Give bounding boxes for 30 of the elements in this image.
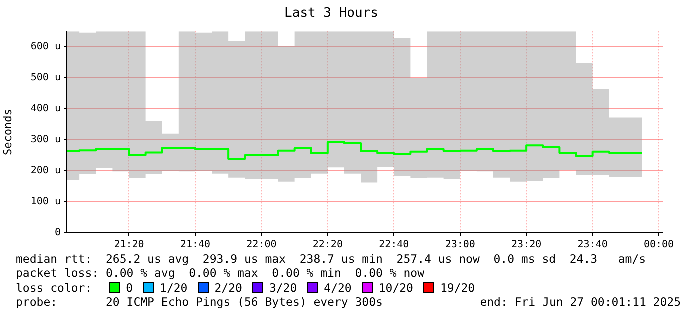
y-tick-label: 300 u (30, 134, 61, 146)
x-tick-label: 22:00 (246, 240, 277, 251)
x-tick-label: 00:00 (644, 240, 674, 251)
y-tick-label: 0 (54, 228, 61, 239)
x-tick-label: 23:20 (512, 240, 542, 251)
legend-label: 19/20 (440, 281, 476, 295)
x-tick-label: 21:40 (180, 240, 211, 251)
legend-label: 4/20 (324, 281, 352, 295)
chart-title: Last 3 Hours (284, 6, 378, 22)
text: end: Fri Jun 27 00:01:11 2025 (480, 295, 681, 309)
text: median rtt: 265.2 us avg 293.9 us max 238.7 us min 257.4 us now 0.0 ms sd 24.3 am/s (16, 252, 646, 266)
legend-label: 2/20 (214, 281, 242, 295)
x-tick-label: 22:40 (379, 240, 410, 251)
x-tick-label: 23:00 (445, 240, 476, 251)
legend-title: loss color: (16, 281, 92, 295)
legend-label: 3/20 (269, 281, 298, 295)
text: probe: 20 ICMP Echo Pings (56 Bytes) every 300s (16, 295, 383, 309)
y-tick-label: 600 u (30, 42, 61, 53)
legend-label: 1/20 (160, 281, 188, 295)
y-tick-label: 100 u (30, 196, 61, 208)
x-tick-label: 23:40 (578, 240, 608, 251)
legend-label: 0 (126, 281, 134, 295)
y-tick-label: 400 u (30, 104, 61, 115)
text: packet loss: 0.00 % avg 0.00 % max 0.00 % min 0.00 % now (16, 266, 424, 280)
y-tick-label: 200 u (30, 166, 61, 177)
y-tick-label: 500 u (30, 72, 61, 84)
x-tick-label: 21:20 (114, 240, 144, 251)
y-axis-title: Seconds (1, 109, 14, 156)
legend-label: 10/20 (378, 281, 414, 295)
x-tick-label: 22:20 (312, 240, 343, 251)
